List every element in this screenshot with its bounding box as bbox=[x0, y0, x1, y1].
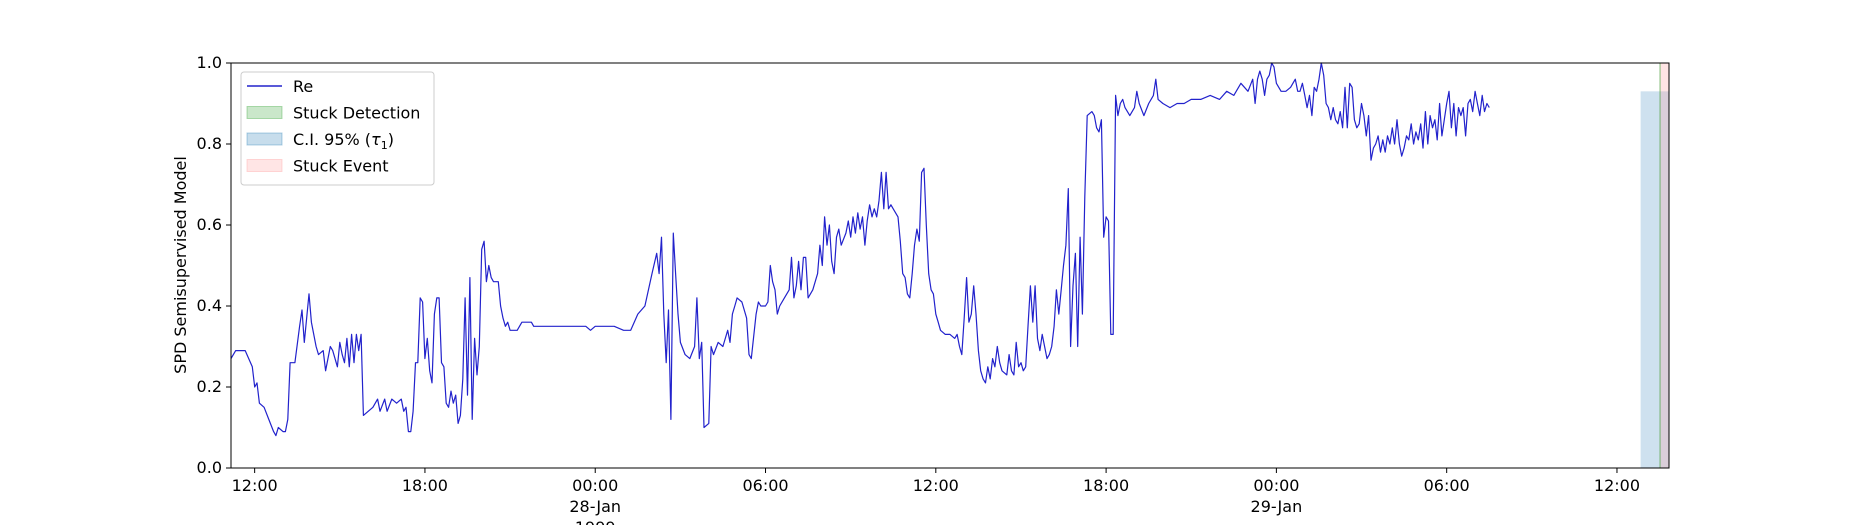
y-tick-label: 1.0 bbox=[197, 53, 222, 72]
y-tick-label: 0.0 bbox=[197, 458, 222, 477]
x-tick-label: 12:00 bbox=[232, 476, 278, 495]
legend-handle-patch bbox=[246, 132, 283, 146]
x-tick-label: 06:00 bbox=[1424, 476, 1470, 495]
x-tick-label: 12:00 bbox=[913, 476, 959, 495]
y-tick-label: 0.8 bbox=[197, 134, 222, 153]
legend-label: Stuck Event bbox=[293, 157, 389, 176]
x-tick-label: 12:00 bbox=[1594, 476, 1640, 495]
x-tick-label: 1999 bbox=[575, 518, 616, 525]
plot-area-frame bbox=[230, 62, 1670, 469]
x-tick-label: 06:00 bbox=[742, 476, 788, 495]
x-tick-label: 28-Jan bbox=[569, 497, 621, 516]
span-c-i-95-1 bbox=[1640, 91, 1669, 468]
x-tick-label: 00:00 bbox=[572, 476, 618, 495]
legend-handle-patch bbox=[246, 159, 283, 172]
span-stuck-event bbox=[1659, 63, 1669, 468]
y-axis: 0.0 0.2 0.4 0.6 0.8 1.0 bbox=[197, 53, 231, 477]
x-tick-label: 29-Jan bbox=[1251, 497, 1303, 516]
x-tick-label: 18:00 bbox=[1083, 476, 1129, 495]
span-stuck-detection bbox=[1659, 63, 1661, 468]
y-tick-label: 0.6 bbox=[197, 215, 222, 234]
legend-label: C.I. 95% (τ1) bbox=[293, 130, 394, 152]
series-line-re bbox=[230, 62, 1490, 437]
span-layer bbox=[1640, 63, 1669, 468]
legend: Re Stuck Detection C.I. 95% (τ1) Stuck Even… bbox=[240, 71, 435, 186]
legend-box bbox=[240, 71, 435, 186]
legend-label: Stuck Detection bbox=[293, 104, 420, 123]
x-tick-label: 18:00 bbox=[402, 476, 448, 495]
y-tick-label: 0.2 bbox=[197, 377, 222, 396]
y-tick-label: 0.4 bbox=[197, 296, 222, 315]
x-tick-label: 00:00 bbox=[1253, 476, 1299, 495]
series-layer bbox=[230, 62, 1490, 437]
legend-label: Re bbox=[293, 77, 313, 96]
y-axis-label: SPD Semisupervised Model bbox=[171, 156, 190, 374]
legend-handle-patch bbox=[246, 106, 283, 119]
x-axis: 12:00 18:00 00:00 28-Jan 1999 06:00 12:00 18:00… bbox=[232, 468, 1640, 525]
